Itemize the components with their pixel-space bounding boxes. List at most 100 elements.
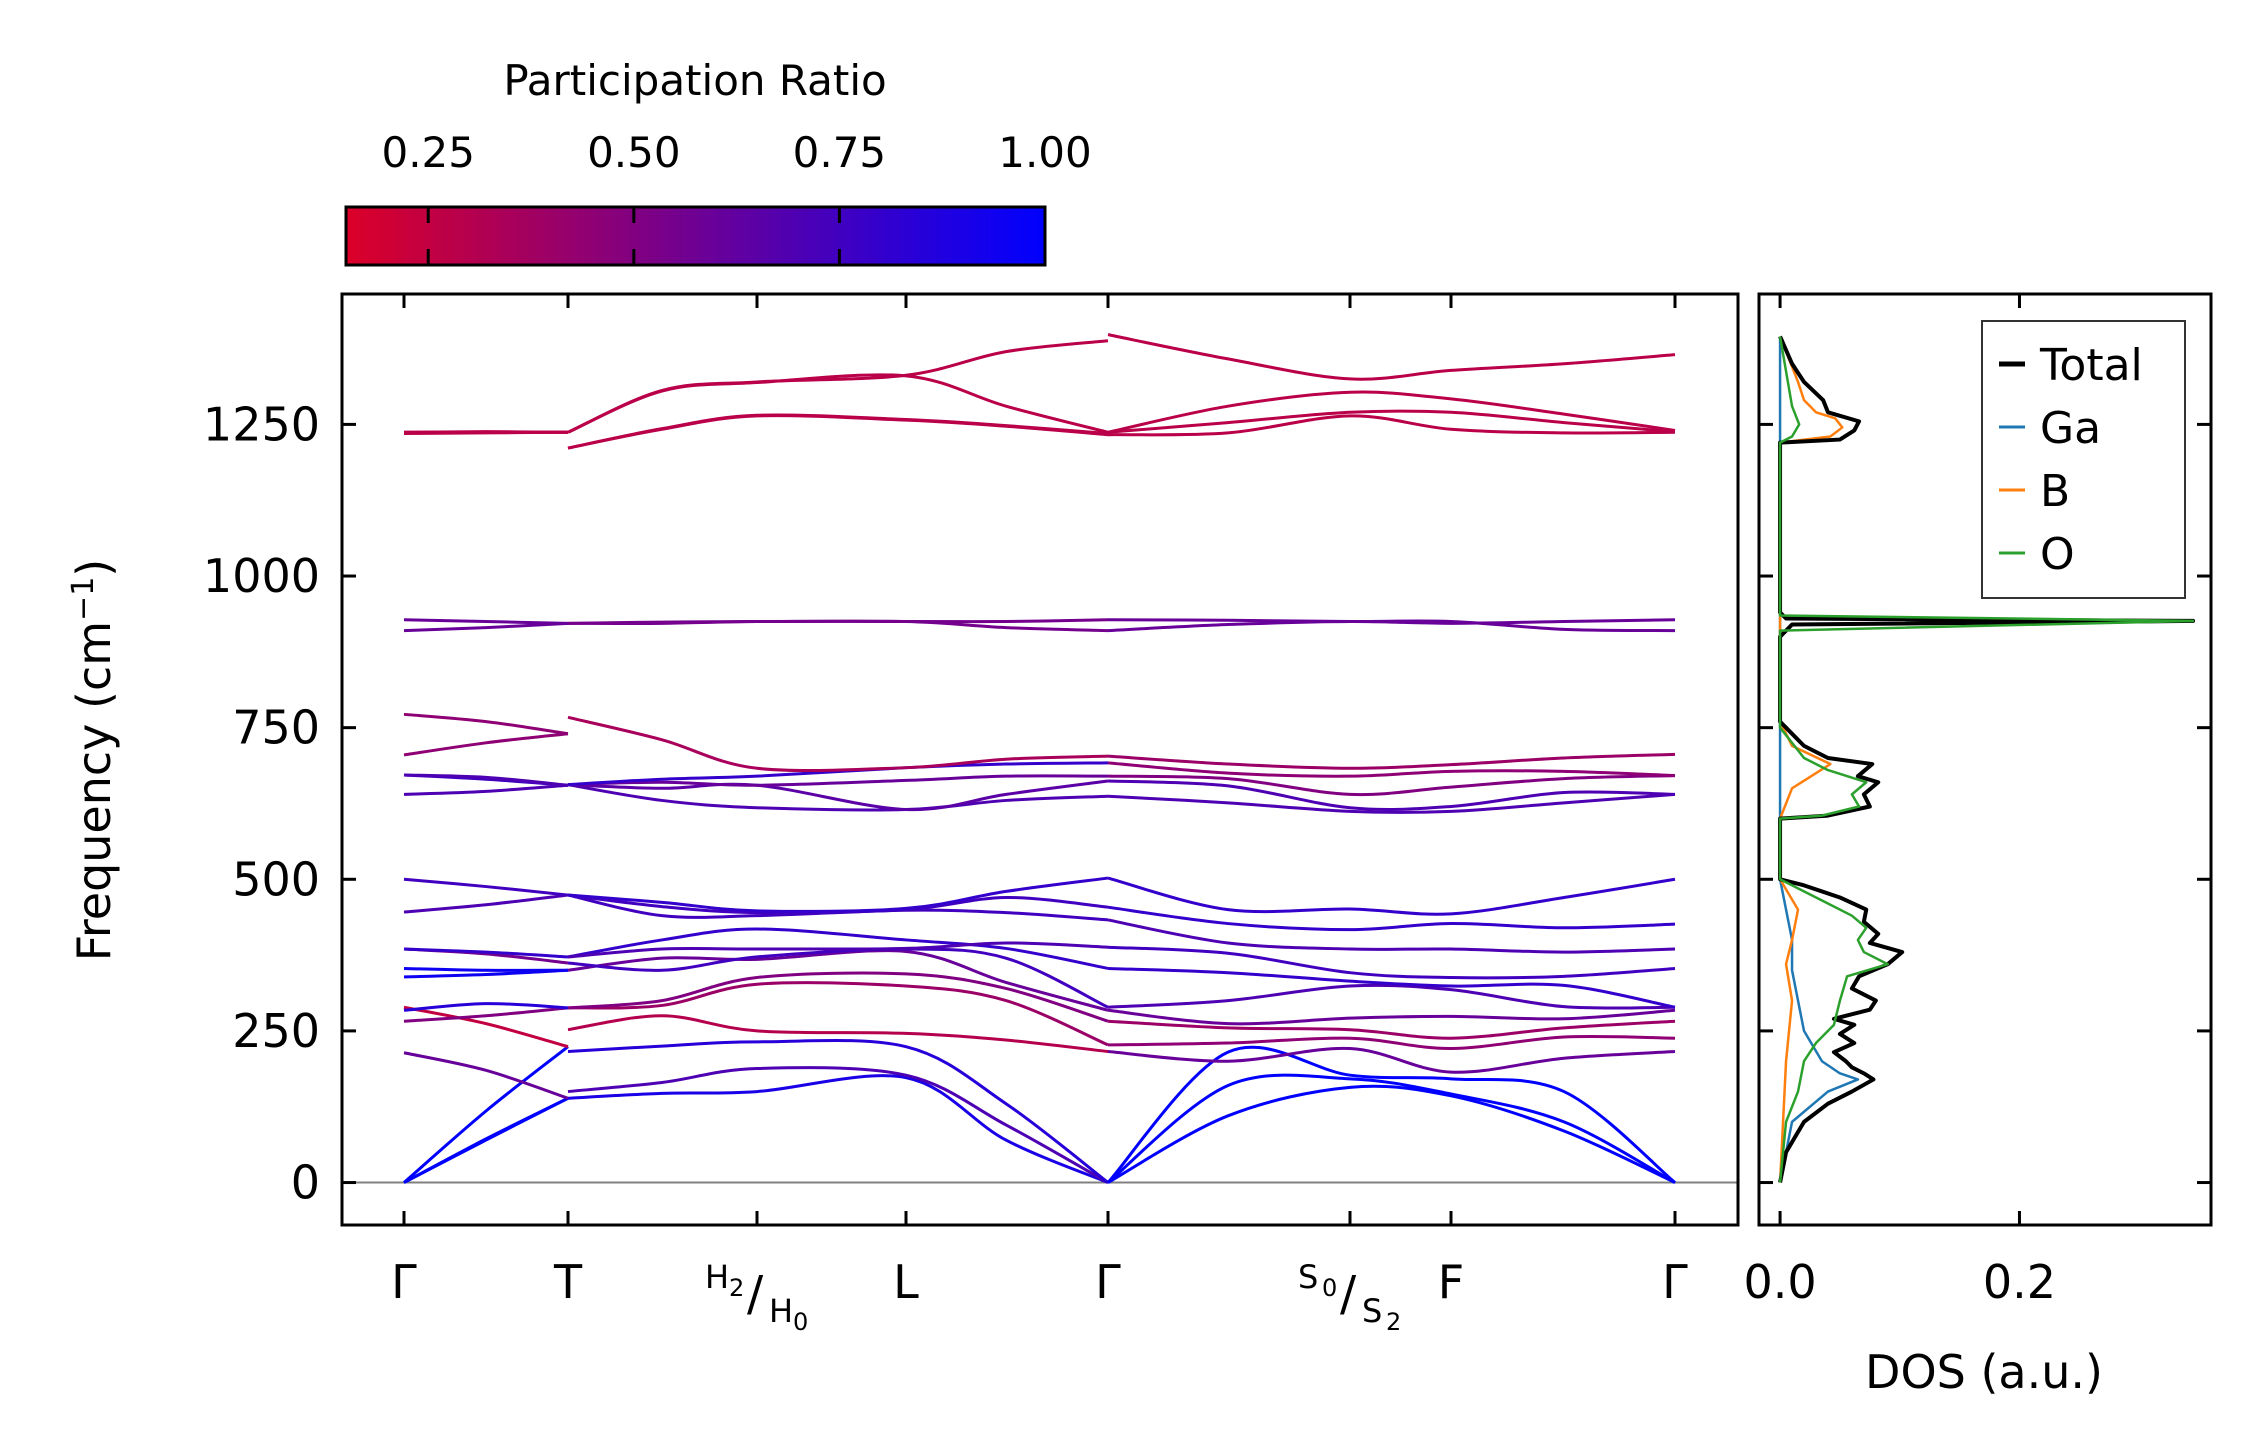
band-22-segment-3: [1107, 409, 1676, 434]
band-3-segment-2: [567, 1038, 1109, 1184]
kpoint-bottom-subscript: 2: [1386, 1308, 1401, 1336]
band-14-segment-2: [567, 783, 1109, 812]
dos-x-tick-label: 0.2: [1983, 1255, 2056, 1309]
kpoint-bottom-letter: H: [769, 1292, 793, 1330]
y-axis-label-sup: −1: [66, 577, 101, 621]
band-5-segment-3: [1107, 1034, 1676, 1051]
band-15-segment-2: [567, 779, 1109, 812]
band-19-segment-1: [403, 621, 569, 633]
dos-line-o: [1778, 336, 2195, 1183]
band-17-segment-3: [1107, 761, 1676, 778]
band-15-segment-3: [1107, 779, 1676, 812]
x-tick-label: L: [893, 1255, 919, 1309]
band-13-segment-2: [567, 876, 1109, 913]
band-12-segment-1: [403, 893, 569, 914]
x-tick-label: F: [1438, 1255, 1464, 1309]
y-axis-label-end: ): [67, 559, 121, 577]
band-9-segment-2: [567, 927, 1109, 970]
band-4-segment-1: [403, 1051, 569, 1100]
band-23-segment-3: [1107, 390, 1676, 434]
y-tick-label: 0: [291, 1156, 320, 1210]
band-7-segment-2: [567, 949, 1109, 1012]
y-tick-label: 250: [232, 1004, 320, 1058]
colorbar-tick-label: 0.50: [587, 128, 681, 177]
band-18-segment-3: [1107, 752, 1676, 770]
kpoint-slash: /: [1340, 1266, 1357, 1322]
band-11-segment-1: [403, 947, 569, 959]
band-18-segment-2: [567, 715, 1109, 773]
band-1-segment-2: [567, 1074, 1109, 1184]
kpoint-slash: /: [747, 1266, 764, 1322]
band-6-segment-3: [1107, 1019, 1676, 1040]
band-12-segment-3: [1107, 905, 1676, 932]
band-17-segment-1: [403, 732, 569, 757]
band-24-segment-3: [1107, 333, 1676, 381]
band-16-segment-1: [403, 773, 569, 787]
band-18-segment-1: [403, 712, 569, 736]
x-tick-label: Γ: [391, 1255, 417, 1309]
band-6-segment-2: [567, 971, 1109, 1023]
bands: [403, 333, 1676, 1184]
band-9-segment-3: [1107, 966, 1676, 1009]
band-7-segment-1: [403, 1002, 569, 1012]
legend-item-o: O: [1999, 529, 2075, 580]
legend-label: Total: [2039, 340, 2143, 391]
band-14-segment-3: [1107, 792, 1676, 814]
legend-label: B: [2040, 466, 2070, 517]
band-23-segment-2: [567, 339, 1109, 434]
kpoint-bottom-letter: S: [1362, 1292, 1382, 1330]
y-tick-label: 1250: [203, 397, 320, 451]
kpoint-top-letter: H: [705, 1258, 729, 1296]
band-6-segment-1: [403, 1006, 569, 1023]
kpoint-top-subscript: 2: [729, 1274, 744, 1302]
band-8-segment-3: [1107, 983, 1676, 1010]
band-8-segment-2: [567, 947, 1109, 1009]
y-axis-label: Frequency (cm−1): [66, 559, 122, 962]
dos-curves: [1778, 335, 2196, 1183]
y-axis-label-main: Frequency (cm: [67, 621, 121, 961]
band-14-segment-1: [403, 783, 569, 796]
legend-item-ga: Ga: [1999, 403, 2101, 454]
band-10-segment-2: [567, 941, 1109, 959]
band-3-segment-1: [403, 1045, 569, 1184]
x-tick-label-split: H 2/H 0: [705, 1258, 808, 1336]
kpoint-top-letter: S: [1298, 1258, 1318, 1296]
kpoint-bottom-subscript: 0: [793, 1308, 808, 1336]
colorbar-gradient: [344, 205, 1047, 267]
dos-axes-frame: [1757, 292, 2213, 1227]
y-tick-label: 750: [232, 701, 320, 755]
band-20-segment-2: [567, 619, 1109, 633]
colorbar-tick-label: 1.00: [998, 128, 1092, 177]
legend-item-b: B: [1999, 466, 2070, 517]
colorbar-tick-label: 0.75: [793, 128, 887, 177]
y-tick-label: 500: [232, 852, 320, 906]
y-tick-label: 1000: [203, 549, 320, 603]
x-tick-label: Γ: [1662, 1255, 1688, 1309]
colorbar-title: Participation Ratio: [503, 56, 886, 105]
x-tick-label-split: S 0/S 2: [1298, 1258, 1401, 1336]
legend: Total Ga BO: [1981, 320, 2186, 599]
band-4-segment-2: [567, 1014, 1109, 1054]
band-10-segment-3: [1107, 945, 1676, 980]
band-13-segment-3: [1107, 876, 1676, 916]
dos-x-tick-label: 0.0: [1743, 1255, 1816, 1309]
band-2-segment-1: [403, 1096, 569, 1184]
legend-label: O: [2040, 529, 2075, 580]
band-13-segment-1: [403, 877, 569, 897]
band-9-segment-1: [403, 966, 569, 972]
dos-line-ga: [1778, 336, 1860, 1183]
band-16-segment-3: [1107, 774, 1676, 797]
legend-box: [1981, 320, 2186, 599]
band-4-segment-3: [1107, 1046, 1676, 1074]
band-7-segment-3: [1107, 1008, 1676, 1026]
colorbar: 0.25 0.50 0.75 1.00 Participation Ratio: [344, 56, 1092, 267]
band-2-segment-2: [567, 1066, 1109, 1184]
legend-item-total: Total: [1999, 340, 2143, 391]
band-2-segment-3: [1107, 1073, 1676, 1184]
band-16-segment-2: [567, 774, 1109, 787]
dos-line-b: [1778, 335, 1844, 1183]
kpoint-top-subscript: 0: [1322, 1274, 1337, 1302]
x-tick-label: T: [553, 1255, 583, 1309]
band-5-segment-2: [567, 981, 1109, 1047]
